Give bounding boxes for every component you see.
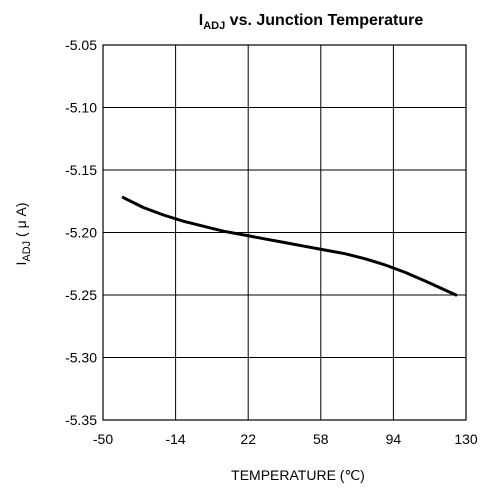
y-tick-label: -5.05: [65, 37, 97, 53]
y-tick-label: -5.25: [65, 287, 97, 303]
series-line: [121, 196, 458, 297]
chart-title-main: I: [199, 12, 203, 29]
y-axis-label-rest: ( μ A): [13, 202, 29, 240]
y-tick-label: -5.30: [65, 350, 97, 366]
y-axis-label-subscript: ADJ: [21, 241, 33, 262]
y-axis-label-main: I: [13, 262, 29, 266]
y-axis-label: IADJ ( μ A): [13, 202, 33, 265]
x-tick-label: 22: [240, 431, 256, 447]
x-tick-label: 94: [386, 431, 402, 447]
grid: [102, 44, 467, 421]
x-axis-ticks: -50 -14 22 58 94 130: [93, 431, 478, 447]
chart-title-subscript: ADJ: [203, 20, 225, 32]
x-tick-label: 58: [313, 431, 329, 447]
y-tick-label: -5.20: [65, 225, 97, 241]
y-axis-ticks: -5.05 -5.10 -5.15 -5.20 -5.25 -5.30 -5.35: [65, 37, 97, 428]
y-tick-label: -5.10: [65, 100, 97, 116]
x-tick-label: -50: [93, 431, 113, 447]
chart-title-rest: vs. Junction Temperature: [225, 12, 423, 29]
x-tick-label: 130: [454, 431, 478, 447]
chart-title: IADJ vs. Junction Temperature: [199, 12, 424, 32]
y-tick-label: -5.35: [65, 412, 97, 428]
plot-area: [102, 44, 467, 421]
x-axis-label: TEMPERATURE (℃): [231, 467, 365, 483]
x-tick-label: -14: [165, 431, 185, 447]
y-tick-label: -5.15: [65, 162, 97, 178]
